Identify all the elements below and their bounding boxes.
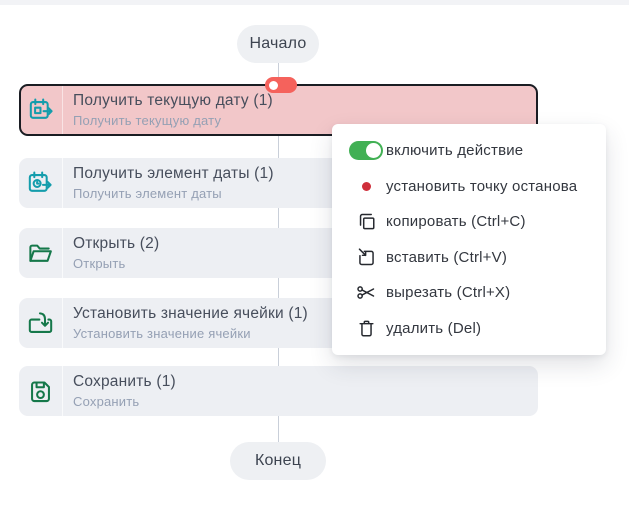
action-icon-cell <box>19 366 63 416</box>
action-subtitle: Установить значение ячейки <box>73 326 251 341</box>
action-title: Открыть (2) <box>73 235 160 252</box>
toggle-knob <box>269 80 278 90</box>
action-subtitle: Получить текущую дату <box>73 113 222 128</box>
delete-icon <box>358 320 374 337</box>
menu-item-enable-action[interactable]: включить действие <box>332 133 606 169</box>
action-icon-cell <box>19 298 63 348</box>
menu-item-set-breakpoint[interactable]: установить точку останова <box>332 169 606 205</box>
action-subtitle: Получить элемент даты <box>73 186 222 201</box>
start-node[interactable]: Начало <box>237 25 319 63</box>
action-icon-cell <box>21 86 63 134</box>
menu-item-label: вырезать (Ctrl+X) <box>386 284 511 302</box>
toggle-on-icon[interactable] <box>349 141 383 161</box>
save-icon <box>31 380 50 402</box>
menu-item-delete[interactable]: удалить (Del) <box>332 311 606 347</box>
action-title: Получить текущую дату (1) <box>73 92 273 109</box>
menu-item-label: вставить (Ctrl+V) <box>386 248 508 266</box>
action-title: Получить элемент даты (1) <box>73 165 274 182</box>
action-title: Установить значение ячейки (1) <box>73 305 308 322</box>
paste-icon <box>358 248 374 265</box>
action-icon-cell <box>19 158 63 208</box>
cut-icon <box>356 286 374 300</box>
action-icon-cell <box>19 228 63 278</box>
top-divider <box>0 0 629 5</box>
action-subtitle: Сохранить <box>73 394 140 409</box>
menu-item-label: включить действие <box>386 142 524 160</box>
menu-item-label: удалить (Del) <box>386 319 482 337</box>
cell-set-value-icon <box>28 311 53 333</box>
copy-icon <box>359 214 375 230</box>
end-node[interactable]: Конец <box>230 442 326 480</box>
menu-item-label: установить точку останова <box>386 177 578 195</box>
start-node-label: Начало <box>249 35 307 52</box>
folder-open-icon <box>29 244 52 262</box>
action-subtitle: Открыть <box>73 256 126 271</box>
menu-item-copy[interactable]: копировать (Ctrl+C) <box>332 204 606 240</box>
menu-item-label: копировать (Ctrl+C) <box>386 213 526 231</box>
end-node-label: Конец <box>254 452 302 469</box>
menu-item-cut[interactable]: вырезать (Ctrl+X) <box>332 275 606 311</box>
calendar-export-icon <box>29 97 53 119</box>
action-disabled-toggle[interactable] <box>265 77 297 93</box>
context-menu: включить действие установить точку остан… <box>332 124 606 355</box>
menu-item-paste[interactable]: вставить (Ctrl+V) <box>332 240 606 276</box>
toggle-knob <box>366 143 381 159</box>
calendar-clock-export-icon <box>28 170 52 192</box>
action-card-save[interactable]: Сохранить (1) Сохранить <box>19 366 538 416</box>
breakpoint-dot-icon <box>361 181 371 191</box>
action-title: Сохранить (1) <box>73 373 176 390</box>
